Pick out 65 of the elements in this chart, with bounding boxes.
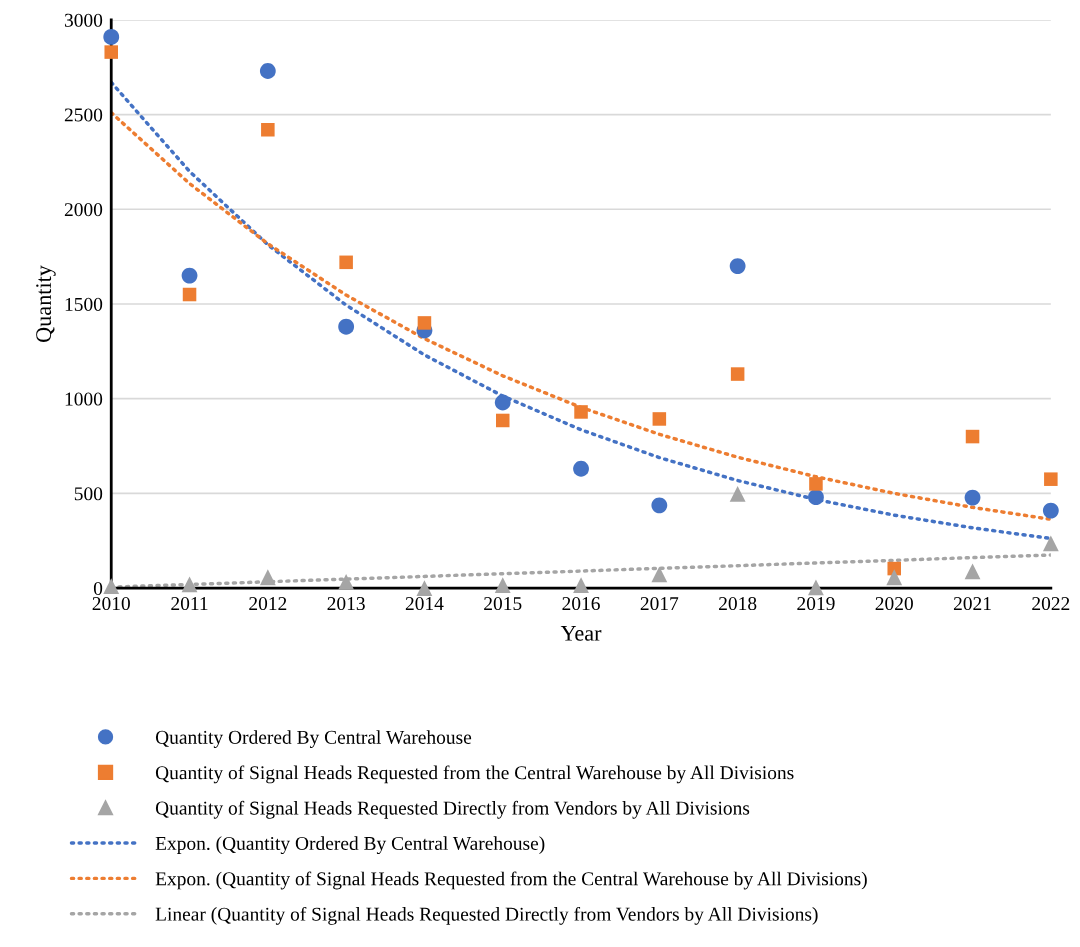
- point: [1044, 472, 1058, 486]
- point: [651, 566, 668, 583]
- x-tick-label: 2017: [640, 596, 679, 611]
- point: [574, 405, 588, 419]
- point: [1042, 502, 1059, 519]
- x-axis-title: Year: [560, 626, 602, 641]
- point: [181, 267, 198, 284]
- y-tick-label: 2000: [64, 203, 103, 217]
- x-tick-label: 2014: [405, 596, 444, 611]
- y-tick-label: 3000: [64, 13, 103, 27]
- point: [887, 561, 902, 576]
- point: [729, 486, 746, 502]
- legend-label: Expon. (Quantity Ordered By Central Warehouse): [155, 836, 545, 854]
- point: [809, 477, 823, 491]
- point: [103, 29, 120, 45]
- point: [182, 287, 197, 302]
- point: [495, 413, 510, 428]
- y-axis-title: Quantity: [36, 265, 56, 342]
- x-tick-label: 2013: [327, 596, 365, 611]
- point: [104, 45, 119, 59]
- x-tick-label: 2020: [875, 596, 913, 611]
- point: [965, 429, 980, 444]
- point: [261, 122, 275, 137]
- point: [416, 580, 433, 597]
- point: [573, 577, 589, 593]
- x-tick-label: 2019: [797, 596, 835, 611]
- y-tick-label: 0: [93, 581, 103, 596]
- y-tick-label: 1000: [65, 392, 103, 406]
- point: [808, 579, 824, 596]
- point: [259, 63, 276, 79]
- point: [417, 316, 432, 330]
- point: [808, 489, 824, 506]
- x-tick-label: 2012: [249, 596, 287, 611]
- point: [339, 255, 353, 270]
- point: [964, 489, 981, 506]
- legend-label: Quantity of Signal Heads Requested from the Central Warehouse by All Divisions: [155, 765, 794, 784]
- point: [652, 412, 667, 426]
- x-tick-label: 2018: [719, 596, 757, 611]
- point: [103, 578, 120, 595]
- x-tick-label: 2021: [953, 596, 991, 611]
- x-tick-label: 2011: [171, 596, 208, 611]
- y-tick-label: 1500: [65, 297, 103, 311]
- y-tick-label: 2500: [64, 108, 103, 122]
- x-tick-label: 2010: [92, 596, 130, 611]
- y-tick-label: 500: [74, 487, 103, 501]
- x-tick-label: 2016: [562, 596, 600, 611]
- point: [181, 576, 198, 593]
- point: [573, 460, 589, 477]
- point: [338, 573, 355, 590]
- point: [651, 497, 668, 514]
- legend-label: Linear (Quantity of Signal Heads Requested Directly from Vendors by All Divisions): [155, 906, 818, 925]
- point: [964, 563, 981, 580]
- point: [886, 569, 903, 586]
- x-tick-label: 2015: [484, 596, 522, 611]
- point: [338, 318, 355, 335]
- point: [730, 367, 745, 381]
- legend-label: Quantity of Signal Heads Requested Directly from Vendors by All Divisions: [155, 800, 750, 819]
- point: [494, 577, 511, 593]
- x-tick-label: 2022: [1032, 596, 1070, 611]
- legend-label: Quantity Ordered By Central Warehouse: [155, 730, 472, 748]
- legend-label: Expon. (Quantity of Signal Heads Requested from the Central Warehouse by All Divisions): [155, 871, 867, 890]
- point: [729, 258, 746, 275]
- point: [494, 394, 511, 411]
- point: [259, 569, 276, 586]
- point: [1042, 535, 1059, 552]
